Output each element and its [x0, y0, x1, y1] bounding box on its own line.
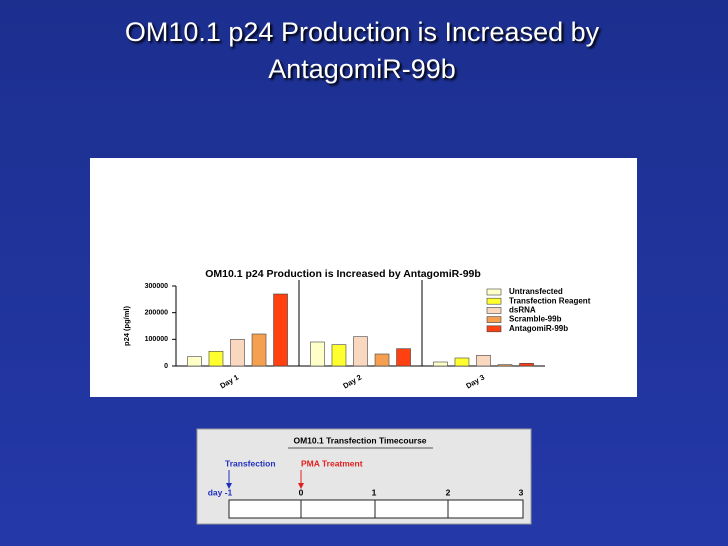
event-label: Transfection: [225, 458, 276, 468]
bar: [454, 357, 470, 367]
arrow-head: [226, 483, 232, 489]
y-tick-label: 300000: [145, 283, 168, 290]
bar: [273, 293, 288, 367]
bar: [353, 336, 368, 367]
day-label: 3: [519, 487, 524, 497]
bar: [374, 353, 390, 367]
bar: [187, 356, 202, 367]
legend-label: Scramble-99b: [509, 315, 562, 324]
day-label: day -1: [208, 487, 233, 497]
legend-label: Transfection Reagent: [509, 296, 591, 305]
legend-swatch: [486, 307, 502, 314]
bar: [519, 363, 534, 367]
legend-swatch: [486, 288, 502, 296]
bar: [310, 341, 325, 367]
legend-swatch: [486, 325, 502, 333]
bar: [497, 364, 513, 367]
day-label: 0: [299, 487, 304, 497]
y-axis-label: p24 (pg/ml): [122, 306, 131, 347]
legend-swatch: [486, 297, 502, 305]
slide-title: AntagomiR-99b: [268, 54, 456, 84]
y-tick-label: 100000: [145, 336, 168, 343]
timeline-title: OM10.1 Transfection Timecourse: [293, 435, 426, 445]
bar: [396, 348, 411, 367]
legend-label: AntagomiR-99b: [509, 324, 568, 333]
bar: [476, 355, 491, 367]
arrow-head: [298, 483, 304, 489]
bar: [331, 344, 347, 367]
y-tick-label: 200000: [145, 310, 168, 317]
day-label: 1: [372, 487, 377, 497]
timeline-bar: [228, 499, 524, 519]
bar: [433, 361, 448, 367]
event-label: PMA Treatment: [301, 458, 363, 468]
legend-swatch: [486, 316, 502, 323]
legend-label: dsRNA: [509, 306, 536, 315]
legend-label: Untransfected: [509, 287, 563, 296]
chart-title: OM10.1 p24 Production is Increased by An…: [205, 268, 481, 280]
day-label: 2: [446, 487, 451, 497]
y-tick-label: 0: [164, 363, 168, 370]
bar: [230, 339, 245, 367]
bar: [251, 333, 267, 367]
bar: [208, 351, 224, 367]
slide-title: OM10.1 p24 Production is Increased by: [125, 17, 600, 47]
